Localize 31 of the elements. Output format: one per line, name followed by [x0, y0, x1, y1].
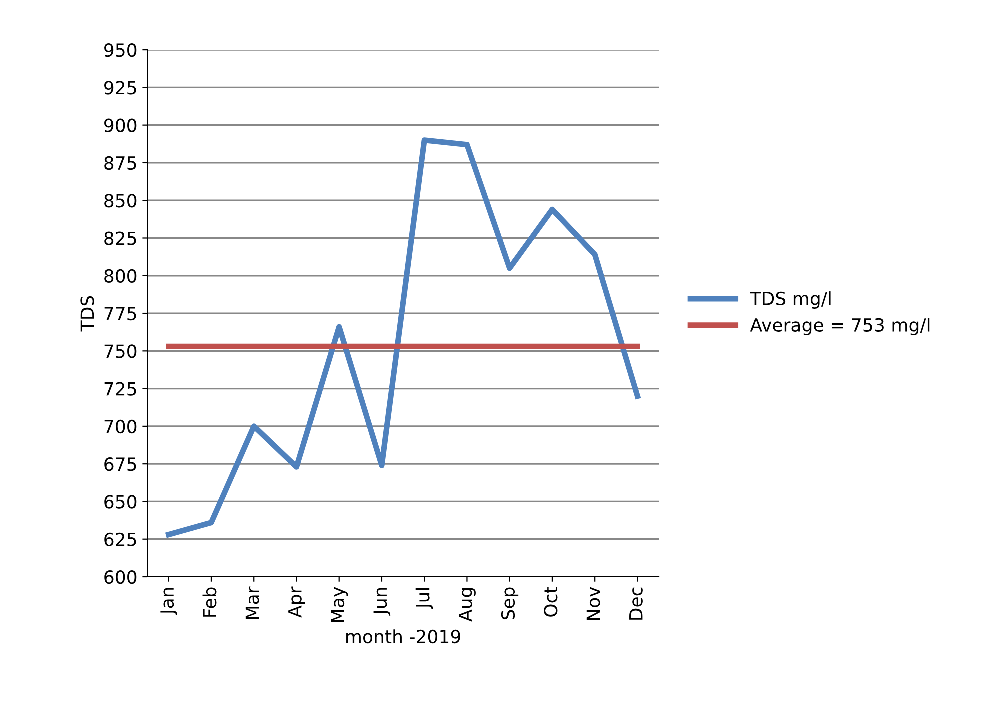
x-tick-label: Aug — [459, 588, 476, 622]
legend-label: TDS mg/l — [750, 292, 831, 310]
x-tick-label: May — [331, 587, 348, 622]
y-tick-label: 600 — [104, 570, 137, 584]
x-tick-label: Jul — [416, 588, 434, 610]
x-tick-label: Sep — [501, 588, 519, 620]
y-tick-label: 675 — [104, 458, 136, 472]
y-tick-label: 775 — [104, 307, 136, 321]
x-tick-label: Dec — [630, 588, 643, 620]
y-tick-label: 725 — [104, 382, 136, 396]
y-axis-title: TDS — [80, 296, 94, 332]
x-tick-label: Oct — [544, 587, 558, 617]
y-tick-label: 625 — [104, 532, 136, 546]
y-tick-label: 950 — [104, 44, 137, 58]
legend-label: Average = 753 mg/l — [750, 318, 930, 336]
y-tick-label: 700 — [104, 420, 137, 434]
y-tick-label: 925 — [104, 81, 136, 95]
x-tick-label: Mar — [246, 586, 260, 620]
x-tick-label: Jun — [374, 588, 391, 616]
x-tick-label: Feb — [202, 588, 217, 617]
x-tick-label: Jan — [160, 588, 178, 616]
y-tick-label: 900 — [104, 118, 137, 132]
x-tick-label: Apr — [288, 586, 306, 618]
x-tick-label: Nov — [586, 587, 600, 620]
x-axis-title: month -2019 — [346, 630, 460, 644]
y-tick-label: 800 — [104, 269, 137, 284]
y-tick-label: 825 — [104, 232, 136, 246]
y-tick-label: 850 — [104, 194, 137, 208]
y-tick-label: 875 — [104, 156, 136, 170]
y-tick-label: 750 — [104, 344, 137, 358]
y-tick-label: 650 — [104, 495, 137, 509]
